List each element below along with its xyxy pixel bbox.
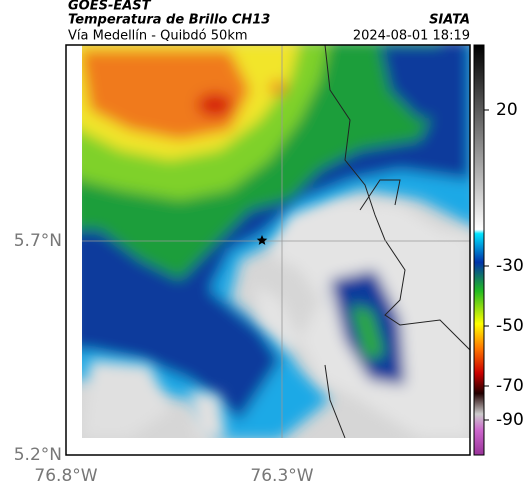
- colorbar-label: -90: [496, 410, 524, 430]
- colorbar-ticks: [484, 109, 489, 421]
- imagery: [82, 45, 470, 438]
- product: Temperatura de Brillo CH13: [68, 13, 270, 28]
- colorbar-label: -30: [496, 256, 524, 276]
- location-star: [256, 235, 268, 245]
- region: Vía Medellín - Quibdó 50km: [68, 29, 248, 44]
- colorbar-label: 20: [496, 100, 518, 120]
- lat-label: 5.2°N: [14, 445, 62, 465]
- lon-label: 76.8°W: [34, 466, 97, 486]
- colorbar-label: -50: [496, 316, 524, 336]
- colorbar: [473, 44, 485, 456]
- timestamp: 2024-08-01 18:19: [353, 29, 470, 44]
- brand: SIATA: [429, 13, 470, 28]
- lon-label: 76.3°W: [250, 466, 313, 486]
- lat-label: 5.7°N: [14, 231, 62, 251]
- map-frame: [65, 44, 471, 456]
- source: GOES-EAST: [68, 0, 152, 14]
- colorbar-label: -70: [496, 376, 524, 396]
